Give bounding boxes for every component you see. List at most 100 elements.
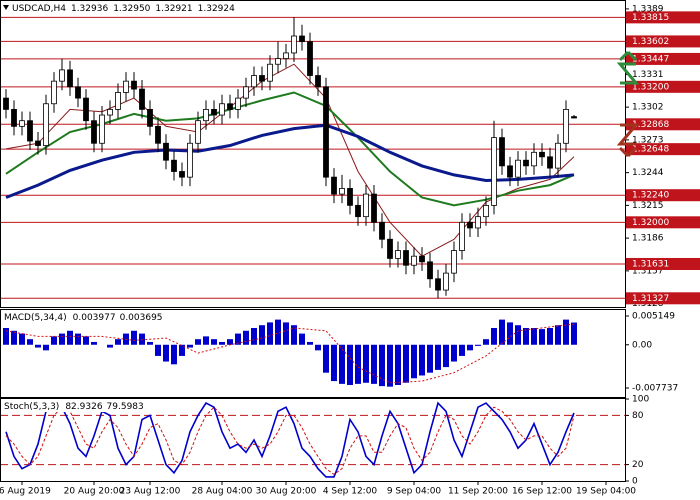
candle-body (35, 140, 41, 146)
y-tick-label: 1.3302 (632, 103, 664, 113)
candle-body (195, 120, 201, 144)
candle-body (27, 120, 33, 142)
candle-body (283, 52, 289, 59)
macd-bar (547, 327, 553, 345)
candle-body (51, 80, 57, 105)
level-label: 1.32648 (632, 145, 669, 155)
macd-bar (371, 344, 377, 384)
macd-bar (435, 344, 441, 370)
candle-body (515, 159, 521, 178)
candle-body (339, 188, 345, 195)
candle-body (43, 103, 49, 146)
candle-body (115, 92, 121, 110)
y-tick-label: 20 (632, 460, 644, 470)
candle-body (459, 221, 465, 251)
level-label: 1.33815 (632, 13, 669, 23)
level-label-box (626, 292, 700, 305)
macd-bar (539, 329, 545, 345)
level-label-box (626, 80, 700, 93)
y-tick-label: 1.3389 (632, 4, 664, 14)
candle-body (219, 103, 225, 116)
x-tick-label: 4 Sep 12:00 (323, 487, 378, 497)
macd-bar (67, 330, 73, 345)
macd-bar (451, 344, 457, 362)
candle-body (299, 35, 305, 43)
y-tick-label: 0.005149 (632, 311, 675, 321)
x-tick-label: 23 Aug 12:00 (120, 487, 181, 497)
macd-bar (251, 327, 257, 345)
level-label: 1.32000 (632, 218, 669, 228)
macd-bar (563, 319, 569, 345)
macd-bar (139, 333, 145, 345)
macd-bar (315, 344, 321, 351)
candle-body (251, 75, 257, 88)
macd-bar (395, 344, 401, 385)
macd-panel-frame (0, 309, 626, 398)
candle-body (267, 63, 273, 82)
macd-bar (339, 344, 345, 384)
level-label: 1.32868 (632, 120, 669, 130)
up-arrow-icon (616, 50, 640, 85)
macd-bar (19, 333, 25, 345)
candle-body (523, 159, 529, 167)
macd-bar (235, 333, 241, 345)
macd-bar (179, 344, 185, 356)
quote-value: 1.32921 (155, 4, 192, 14)
macd-bar (283, 322, 289, 345)
candle-body (507, 165, 513, 178)
macd-bar (203, 336, 209, 345)
macd-bar (419, 344, 425, 376)
macd-bar (163, 344, 169, 362)
title-text: Stoch(5,3,3) (4, 402, 59, 412)
macd-bar (299, 333, 305, 345)
candle-body (179, 171, 185, 178)
candle-body (323, 86, 329, 178)
candle-body (451, 250, 457, 274)
y-tick-label: -0.007737 (632, 383, 678, 393)
macd-bar (259, 325, 265, 345)
candle-body (563, 108, 569, 144)
macd-bar (411, 344, 417, 379)
macd-bar (427, 344, 433, 373)
candle-body (411, 255, 417, 266)
quote-value: 1.32924 (198, 4, 235, 14)
macd-bar (227, 339, 233, 345)
candle-body (163, 142, 169, 161)
macd-bar (43, 344, 49, 351)
macd-bar (11, 330, 17, 345)
level-label-box (626, 52, 700, 65)
macd-bar (147, 341, 153, 345)
macd-bar (91, 341, 97, 345)
macd-bar (187, 344, 193, 348)
level-label: 1.31631 (632, 259, 669, 269)
candle-body (531, 151, 537, 167)
candle-body (99, 114, 105, 144)
panel-title: Stoch(5,3,3) 82.9326 79.5983 (4, 402, 144, 412)
level-label-box (626, 216, 700, 229)
candle-body (187, 142, 193, 178)
panel-title: USDCAD,H4 1.32936 1.32950 1.32921 1.32924 (12, 4, 235, 14)
readout-value: 0.003977 (73, 313, 116, 323)
level-label-box (626, 35, 700, 48)
candle-body (139, 88, 145, 110)
macd-bar (243, 330, 249, 345)
candle-body (291, 35, 297, 54)
candle-body (3, 97, 9, 110)
candle-body (19, 120, 25, 127)
candle-body (131, 80, 137, 90)
header-bg (1, 311, 181, 323)
macd-bar (83, 336, 89, 345)
y-tick-label: 0 (632, 477, 638, 487)
macd-bar (171, 344, 177, 365)
candle-body (315, 75, 321, 88)
macd-bar (195, 339, 201, 345)
y-tick-label: 1.3273 (632, 135, 664, 145)
macd-bar (275, 319, 281, 345)
level-label: 1.32240 (632, 191, 669, 201)
x-tick-label: 30 Aug 20:00 (256, 487, 317, 497)
header-bg (1, 1, 241, 15)
level-label-box (626, 118, 700, 131)
readout-value: 79.5983 (107, 402, 144, 412)
candle-body (483, 204, 489, 218)
